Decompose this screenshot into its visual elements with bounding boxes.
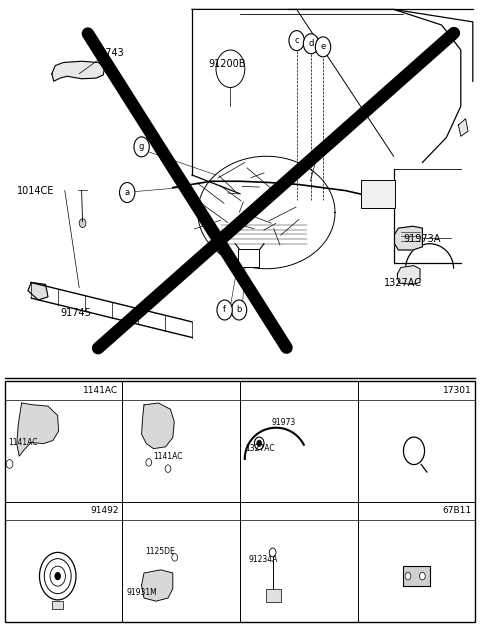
Circle shape — [420, 572, 425, 580]
Circle shape — [8, 382, 21, 399]
Text: e: e — [12, 506, 17, 516]
Text: a: a — [125, 188, 130, 197]
Text: 91973: 91973 — [271, 418, 296, 427]
Polygon shape — [142, 570, 173, 601]
Text: 91931M: 91931M — [126, 588, 157, 597]
Circle shape — [55, 572, 60, 580]
Text: g: g — [139, 142, 144, 151]
Circle shape — [315, 37, 331, 57]
Polygon shape — [395, 226, 422, 250]
Polygon shape — [142, 403, 174, 449]
Circle shape — [146, 459, 152, 466]
Circle shape — [165, 465, 171, 472]
Circle shape — [125, 502, 139, 519]
Polygon shape — [52, 61, 105, 81]
Circle shape — [125, 382, 139, 399]
FancyBboxPatch shape — [5, 381, 475, 622]
Text: d: d — [364, 386, 370, 395]
Circle shape — [217, 300, 232, 320]
Circle shape — [231, 300, 247, 320]
Text: 67B11: 67B11 — [442, 506, 471, 516]
Circle shape — [243, 502, 256, 519]
Polygon shape — [458, 119, 468, 136]
Text: c: c — [247, 386, 252, 395]
Circle shape — [92, 69, 98, 76]
Text: 1125DE: 1125DE — [145, 548, 175, 556]
Text: 1327AC: 1327AC — [384, 278, 422, 288]
Circle shape — [8, 502, 21, 519]
Text: 91200B: 91200B — [209, 59, 246, 69]
Circle shape — [172, 554, 178, 561]
Text: 91234A: 91234A — [249, 556, 278, 564]
Polygon shape — [397, 266, 420, 284]
Circle shape — [360, 382, 374, 399]
Text: b: b — [236, 306, 242, 314]
Text: 1141AC: 1141AC — [9, 438, 38, 447]
Circle shape — [289, 31, 304, 51]
Text: 91492: 91492 — [90, 506, 119, 516]
Polygon shape — [17, 403, 59, 456]
Text: 91743: 91743 — [94, 48, 124, 58]
Text: 1141AC: 1141AC — [84, 386, 119, 395]
Text: c: c — [294, 36, 299, 45]
FancyBboxPatch shape — [361, 180, 395, 208]
FancyBboxPatch shape — [238, 249, 259, 267]
Circle shape — [243, 382, 256, 399]
Text: 17301: 17301 — [443, 386, 471, 395]
Text: 1014CE: 1014CE — [17, 186, 54, 196]
Text: f: f — [223, 306, 226, 314]
Text: g: g — [247, 506, 252, 516]
FancyBboxPatch shape — [266, 589, 281, 602]
Circle shape — [6, 459, 13, 468]
Circle shape — [405, 572, 411, 580]
FancyBboxPatch shape — [403, 566, 430, 586]
Circle shape — [269, 548, 276, 557]
Circle shape — [79, 219, 86, 228]
Text: b: b — [129, 386, 135, 395]
Text: 1141AC: 1141AC — [154, 452, 183, 461]
Text: d: d — [308, 39, 314, 48]
Circle shape — [58, 69, 64, 76]
FancyBboxPatch shape — [52, 601, 63, 609]
Text: 1327AC: 1327AC — [245, 444, 275, 453]
Text: a: a — [12, 386, 17, 395]
Text: e: e — [321, 42, 325, 51]
Text: 91745: 91745 — [60, 308, 91, 318]
Circle shape — [120, 182, 135, 203]
Text: 91973A: 91973A — [403, 234, 441, 244]
Circle shape — [134, 137, 149, 157]
Polygon shape — [28, 282, 48, 300]
Circle shape — [303, 34, 319, 54]
Circle shape — [257, 440, 262, 446]
Text: f: f — [131, 506, 133, 516]
